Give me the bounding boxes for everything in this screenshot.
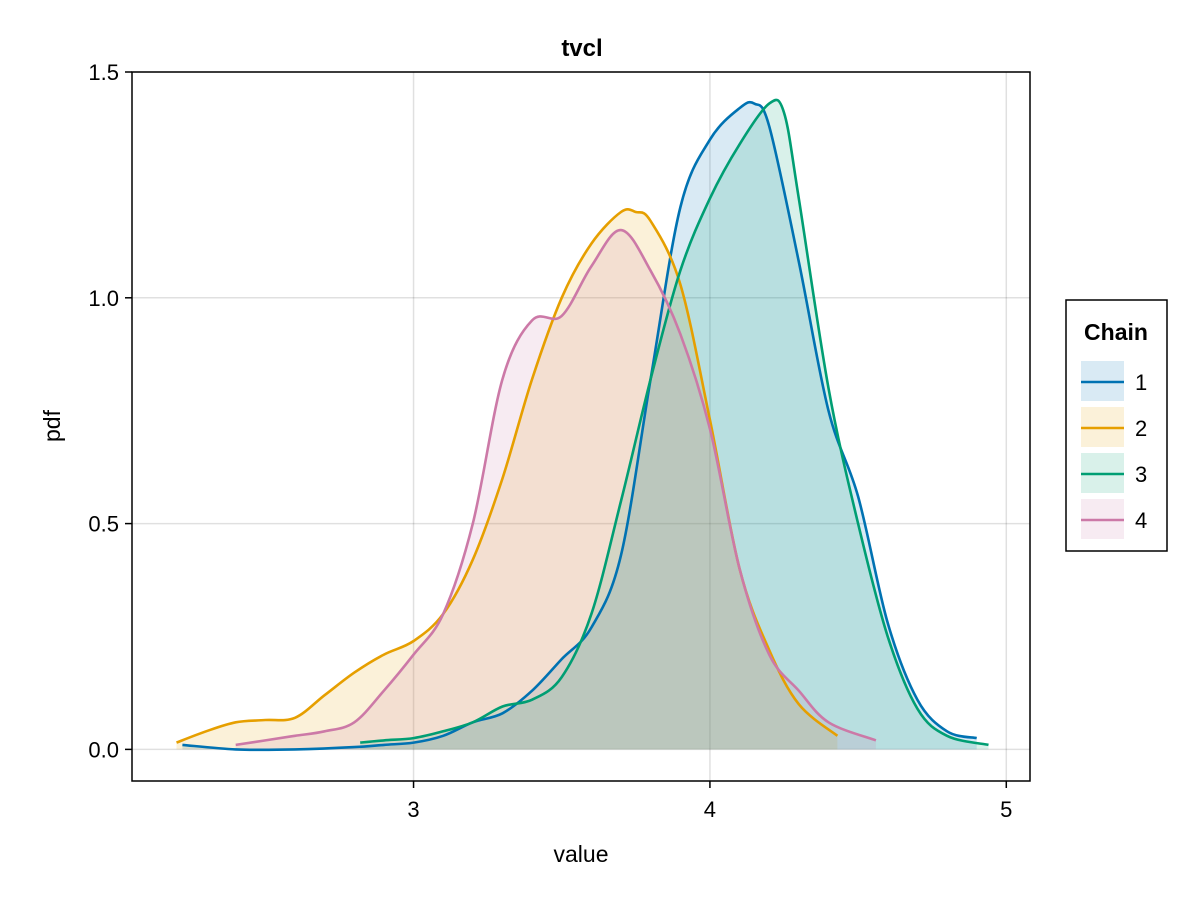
x-axis-ticks: 3 4 5 [407, 781, 1012, 822]
x-tick-label-2: 5 [1000, 797, 1012, 822]
y-tick-label-1: 0.5 [88, 512, 119, 537]
legend-entry-4: 4 [1081, 499, 1147, 539]
density-area-chain-1 [182, 102, 977, 750]
plot-frame [131, 71, 1031, 782]
legend-label-2: 2 [1135, 416, 1147, 441]
y-axis-ticks: 0.0 0.5 1.0 1.5 [88, 60, 132, 762]
legend-entry-3: 3 [1081, 453, 1147, 493]
density-area-chain-4 [235, 230, 876, 750]
density-areas [176, 99, 989, 750]
legend-label-3: 3 [1135, 462, 1147, 487]
legend-entry-2: 2 [1081, 407, 1147, 447]
density-line-chain-4 [235, 228, 877, 747]
legend: Chain 1 2 3 4 [1065, 299, 1168, 552]
y-tick-label-2: 1.0 [88, 286, 119, 311]
legend-title: Chain [1084, 319, 1148, 345]
density-lines [176, 98, 989, 752]
y-axis-label: pdf [39, 409, 65, 442]
y-tick-label-0: 0.0 [88, 737, 119, 762]
legend-entry-1: 1 [1081, 361, 1147, 401]
density-area-chain-2 [176, 209, 838, 750]
density-line-chain-3 [360, 98, 989, 747]
chart-title: tvcl [561, 35, 602, 62]
y-tick-label-3: 1.5 [88, 60, 119, 85]
x-tick-label-1: 4 [704, 797, 716, 822]
density-area-chain-3 [360, 99, 989, 750]
legend-label-1: 1 [1135, 370, 1147, 395]
density-line-chain-1 [182, 100, 977, 752]
x-axis-label: value [554, 841, 609, 867]
legend-box [1065, 299, 1168, 552]
x-tick-label-0: 3 [407, 797, 419, 822]
legend-label-4: 4 [1135, 508, 1147, 533]
